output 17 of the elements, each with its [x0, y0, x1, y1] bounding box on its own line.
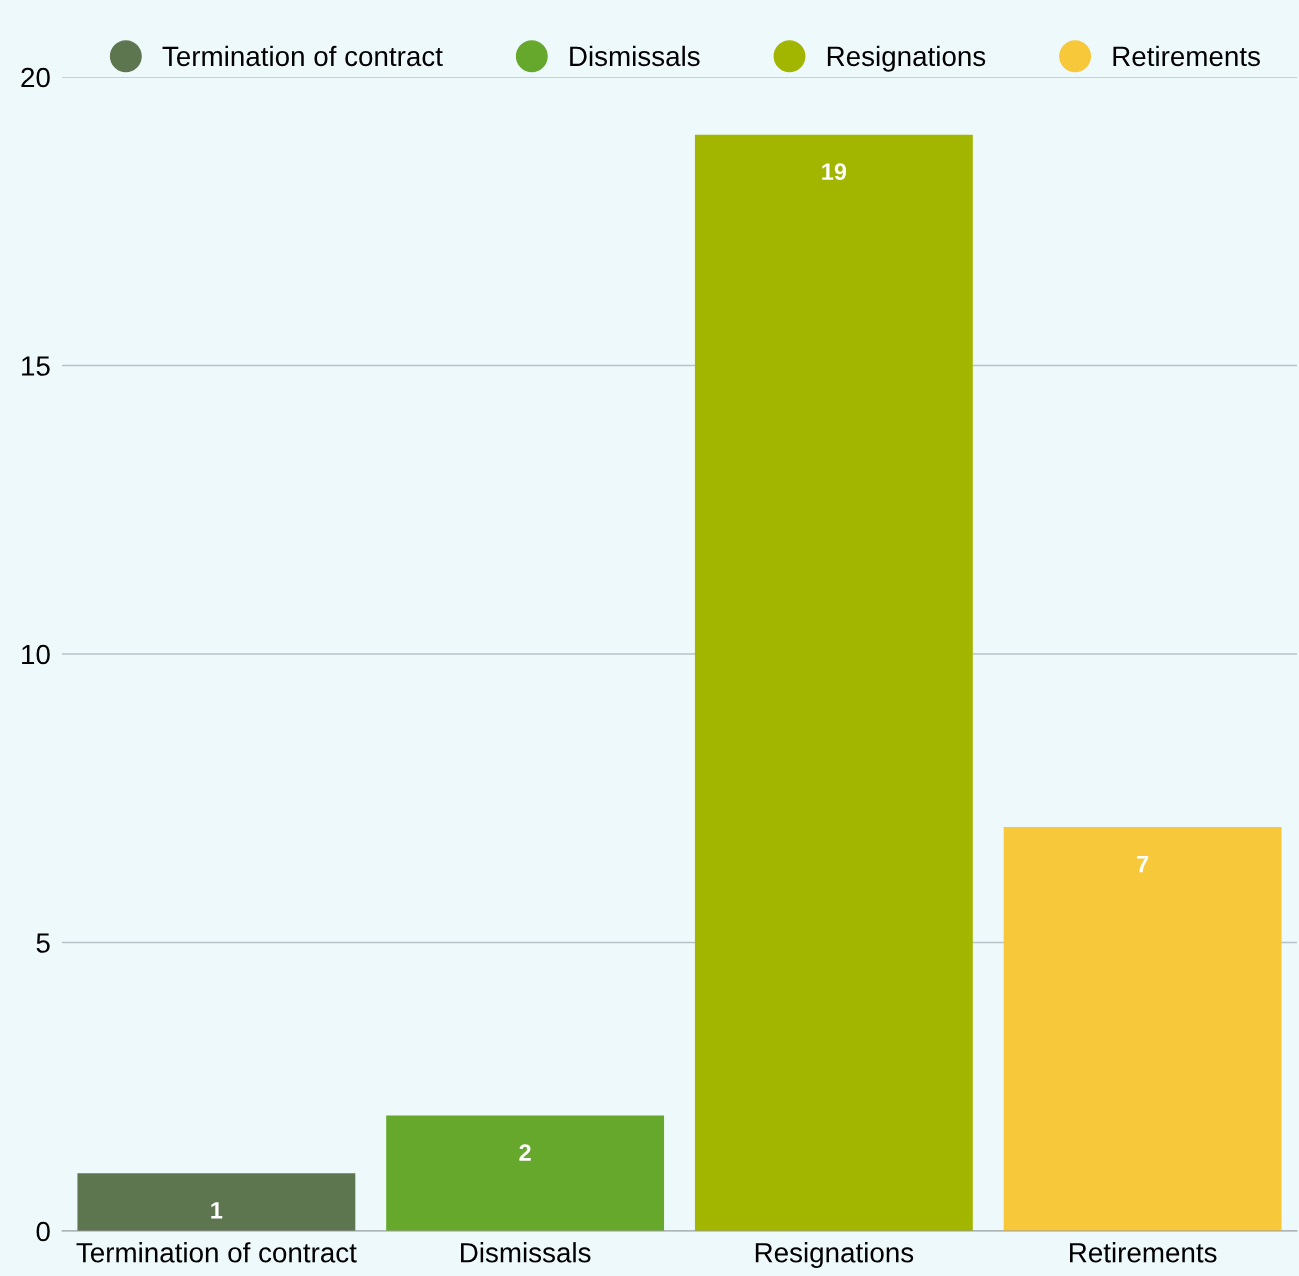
x-tick-label: Termination of contract: [76, 1242, 357, 1263]
legend-label: Termination of contract: [162, 45, 443, 67]
x-tick-label: Dismissals: [461, 1242, 591, 1263]
data-label: 19: [822, 163, 847, 181]
y-tick-label: 0: [36, 1221, 50, 1242]
y-tick-label: 20: [21, 67, 50, 88]
x-tick-label: Retirements: [1070, 1242, 1217, 1263]
legend-label: Resignations: [827, 45, 986, 72]
data-label: 7: [1137, 855, 1149, 873]
data-label: 2: [519, 1144, 531, 1161]
y-tick-label: 15: [22, 356, 50, 376]
y-tick-label: 10: [22, 644, 50, 665]
legend-label: Dismissals: [570, 45, 700, 67]
data-label: 1: [211, 1202, 223, 1219]
legend-label: Retirements: [1113, 45, 1260, 67]
y-tick-label: 5: [36, 933, 50, 953]
x-tick-label: Resignations: [755, 1242, 914, 1269]
